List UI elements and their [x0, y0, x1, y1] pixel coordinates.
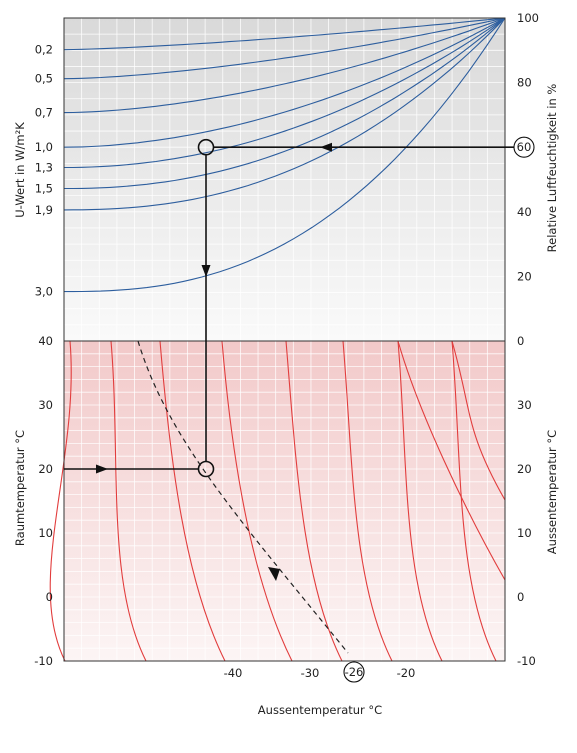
isotherm-curve	[451, 340, 497, 662]
result-circle	[343, 661, 365, 683]
x-axis-title: Aussentemperatur °C	[258, 703, 382, 717]
room-temp-tick: 30	[38, 398, 53, 412]
u-curve	[63, 17, 506, 148]
example-arrow-dashed	[268, 567, 280, 581]
isotherm-curve	[342, 340, 393, 662]
u-curve	[63, 17, 506, 51]
upper-panel	[63, 17, 506, 341]
isotherm-curve	[221, 340, 293, 662]
room-temp-tick: 0	[46, 590, 53, 604]
u-value-curves	[63, 17, 506, 293]
example-arrow-down	[201, 265, 211, 277]
chart-frame	[63, 17, 506, 662]
outside-temp-tick: -10	[517, 654, 536, 668]
lower-background	[64, 341, 505, 661]
humidity-tick: 80	[517, 76, 532, 90]
room-temp-tick: 10	[38, 526, 53, 540]
humidity-axis-title: Relative Luftfeuchtigkeit in %	[545, 84, 559, 253]
example-marker-u	[197, 138, 215, 156]
humidity-example-label: 60	[517, 140, 532, 154]
room-temp-axis-title: Raumtemperatur °C	[13, 430, 27, 546]
u-value-axis-title: U-Wert in W/m²K	[13, 122, 27, 218]
outside-temp-tick: 10	[517, 526, 532, 540]
tick-labels: 0,20,50,71,31,51,93,01,01008040206040302…	[34, 11, 539, 683]
outside-temp-tick: 20	[517, 462, 532, 476]
isotherm-curve	[451, 340, 506, 501]
isotherm-curve	[397, 340, 443, 662]
example-arrow-right	[96, 464, 108, 474]
bottom-temp-tick: -20	[397, 666, 416, 680]
isotherm-curve	[159, 340, 226, 662]
isotherm-curves	[49, 340, 506, 662]
outside-temp-tick: 0	[517, 334, 524, 348]
room-temp-tick: 20	[38, 462, 53, 476]
isotherm-curve	[49, 340, 72, 662]
lower-panel	[49, 340, 506, 662]
u-value-tick: 3,0	[35, 285, 53, 299]
outside-temp-tick: 0	[517, 590, 524, 604]
example-arrow-left	[320, 142, 332, 152]
outside-temp-axis-title-right: Aussentemperatur °C	[545, 430, 559, 554]
room-temp-tick: 40	[38, 334, 53, 348]
u-curve	[63, 17, 506, 211]
u-curve	[64, 17, 506, 190]
u-value-tick: 1,9	[35, 203, 53, 217]
u-curve	[63, 17, 506, 114]
u-value-tick: 0,2	[35, 43, 53, 57]
isotherm-curve	[285, 340, 343, 662]
humidity-tick: 20	[517, 269, 532, 283]
isotherm-curve	[397, 340, 506, 581]
isotherm-curve	[110, 340, 147, 662]
u-value-tick: 0,5	[35, 72, 53, 86]
u-value-tick: 1,3	[35, 161, 53, 175]
outside-temp-tick: 30	[517, 398, 532, 412]
u-value-tick: 1,0	[35, 140, 53, 154]
humidity-tick: 40	[517, 205, 532, 219]
bottom-temp-tick: -40	[224, 666, 243, 680]
u-value-tick: 0,7	[35, 106, 53, 120]
bottom-temp-tick: -30	[301, 666, 320, 680]
example-marker-room	[197, 460, 215, 478]
example-path	[64, 138, 514, 654]
humidity-tick: 100	[517, 11, 539, 25]
example-dashed-line	[137, 340, 349, 654]
u-curve	[64, 17, 506, 293]
u-curve	[64, 17, 506, 169]
u-value-tick: 1,5	[35, 182, 53, 196]
humidity-example-circle	[513, 136, 535, 158]
room-temp-tick: -10	[34, 654, 53, 668]
upper-grid	[64, 18, 505, 341]
u-curve	[63, 17, 506, 80]
lower-grid	[64, 341, 505, 661]
result-label: -26	[345, 665, 364, 679]
